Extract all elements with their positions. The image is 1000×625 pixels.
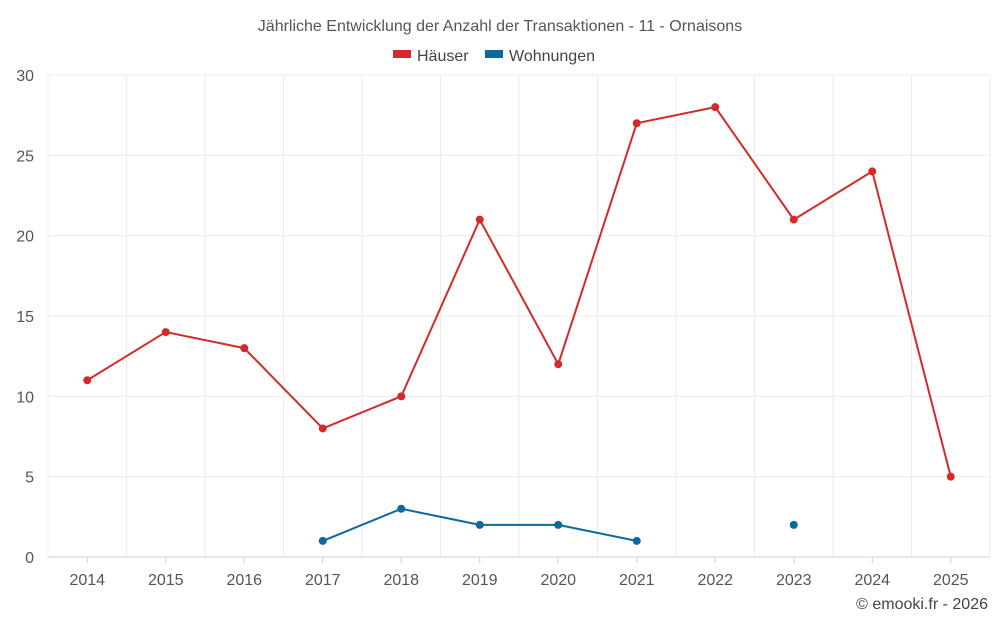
- point-haeuser-2024[interactable]: [868, 167, 877, 176]
- point-haeuser-2014[interactable]: [83, 376, 92, 385]
- point-haeuser-2018[interactable]: [397, 392, 406, 401]
- legend-swatch-haeuser: [393, 50, 411, 58]
- y-tick-label-20: 20: [16, 229, 34, 246]
- y-tick-label-10: 10: [16, 389, 34, 406]
- x-tick-label-2017: 2017: [305, 572, 341, 589]
- point-wohnungen-2019[interactable]: [475, 520, 484, 529]
- x-tick-label-2015: 2015: [148, 572, 184, 589]
- x-tick-label-2025: 2025: [933, 572, 969, 589]
- y-tick-label-15: 15: [16, 309, 34, 326]
- point-wohnungen-2021[interactable]: [632, 536, 641, 545]
- x-tick-label-2024: 2024: [854, 572, 890, 589]
- point-haeuser-2017[interactable]: [318, 424, 327, 433]
- x-tick-label-2021: 2021: [619, 572, 655, 589]
- series-haeuser: [83, 103, 955, 481]
- legend-label-wohnungen: Wohnungen: [509, 48, 595, 65]
- grid: [47, 74, 991, 557]
- point-haeuser-2021[interactable]: [632, 119, 641, 128]
- x-tick-label-2023: 2023: [776, 572, 812, 589]
- x-tick-label-2019: 2019: [462, 572, 498, 589]
- point-wohnungen-2018[interactable]: [397, 504, 406, 513]
- x-tick-label-2020: 2020: [540, 572, 576, 589]
- credit-text: © emooki.fr - 2026: [856, 596, 988, 613]
- point-haeuser-2022[interactable]: [711, 103, 720, 112]
- point-haeuser-2015[interactable]: [161, 328, 170, 337]
- series-wohnungen: [318, 504, 798, 545]
- point-haeuser-2023[interactable]: [789, 215, 798, 224]
- series: [83, 103, 955, 545]
- legend-swatch-wohnungen: [485, 50, 503, 58]
- legend-label-haeuser: Häuser: [417, 48, 469, 65]
- legend: Häuser Wohnungen: [393, 48, 595, 65]
- x-tick-label-2016: 2016: [226, 572, 262, 589]
- chart-title: Jährliche Entwicklung der Anzahl der Tra…: [258, 18, 742, 35]
- y-tick-label-5: 5: [25, 470, 34, 487]
- point-haeuser-2025[interactable]: [946, 472, 955, 481]
- series-line-haeuser: [86, 106, 952, 477]
- x-tick-label-2022: 2022: [697, 572, 733, 589]
- point-haeuser-2020[interactable]: [554, 360, 563, 369]
- x-tick-label-2018: 2018: [383, 572, 419, 589]
- x-tick-label-2014: 2014: [69, 572, 105, 589]
- legend-item-wohnungen[interactable]: Wohnungen: [485, 48, 595, 65]
- point-wohnungen-2023[interactable]: [789, 520, 798, 529]
- point-haeuser-2016[interactable]: [240, 344, 249, 353]
- y-tick-label-25: 25: [16, 148, 34, 165]
- legend-item-haeuser[interactable]: Häuser: [393, 48, 469, 65]
- y-tick-label-30: 30: [16, 68, 34, 85]
- point-wohnungen-2020[interactable]: [554, 520, 563, 529]
- point-haeuser-2019[interactable]: [475, 215, 484, 224]
- point-wohnungen-2017[interactable]: [318, 536, 327, 545]
- y-tick-label-0: 0: [25, 550, 34, 567]
